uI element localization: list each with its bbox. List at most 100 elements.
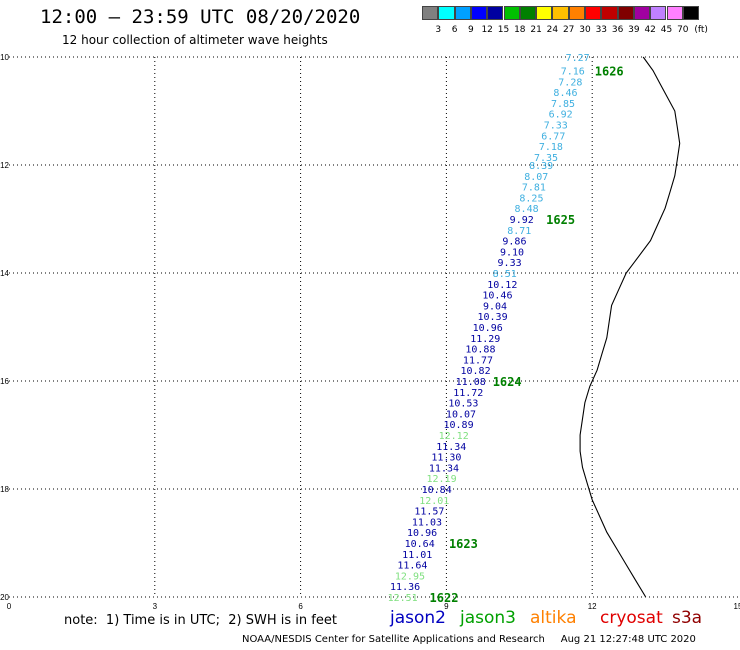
swh-value: 7.35 [534, 153, 558, 164]
coastline [579, 56, 681, 598]
map-title: 12:00 – 23:59 UTC 08/20/2020 [40, 6, 361, 28]
legend-label: 21 [530, 25, 542, 35]
swh-value: 11.77 [463, 355, 493, 366]
swh-value: 10.88 [465, 345, 495, 356]
swh-value: 10.96 [407, 528, 437, 539]
swh-value: 11.03 [412, 517, 442, 528]
swh-value: 11.01 [402, 550, 432, 561]
swh-value: 6.92 [549, 110, 573, 121]
swh-value: 7.27 [566, 53, 590, 64]
swh-value: 10.46 [482, 291, 512, 302]
legend-label: 3 [435, 25, 442, 35]
legend-label: 70 [677, 25, 689, 35]
lat-label: 16 [0, 377, 9, 386]
swh-value: 7.16 [561, 67, 585, 78]
swh-value: 9.92 [510, 215, 534, 226]
lon-label: 12 [588, 602, 597, 611]
legend-swatch [650, 6, 667, 20]
legend-swatch [519, 6, 537, 20]
legend-swatch [585, 6, 602, 20]
swh-value: 10.82 [461, 366, 491, 377]
legend-swatch [536, 6, 553, 20]
legend-label: 39 [628, 25, 640, 35]
pass-number: 1622 [430, 591, 459, 605]
footer-note: note: 1) Time is in UTC; 2) SWH is in fe… [64, 613, 337, 628]
legend-swatch [682, 6, 700, 20]
lat-label: 12 [0, 161, 9, 170]
pass-number: 1623 [449, 537, 478, 551]
legend-label: 15 [497, 25, 510, 35]
legend-label: 33 [595, 25, 608, 35]
satellite-altika: altika [530, 608, 577, 628]
swh-value: 9.04 [483, 301, 507, 312]
swh-value: 11.34 [429, 463, 459, 474]
swh-value: 12.51 [388, 593, 418, 604]
satellite-cryosat: cryosat [600, 608, 663, 628]
lat-label: 10 [0, 53, 9, 62]
legend-label: (ft) [694, 25, 708, 35]
legend-swatch [503, 6, 520, 20]
legend-swatch [487, 6, 504, 20]
swh-value: 10.53 [448, 399, 478, 410]
swh-value: 10.12 [487, 280, 517, 291]
legend-label: 36 [611, 25, 624, 35]
legend-label: 6 [451, 25, 458, 35]
pass-number: 1625 [546, 213, 575, 227]
swh-value: 7.81 [522, 183, 546, 194]
swh-value: 11.36 [390, 582, 420, 593]
swh-value: 7.33 [544, 121, 568, 132]
legend-swatch [666, 6, 683, 20]
legend-label: 24 [546, 25, 559, 35]
swh-value: 6.77 [541, 131, 565, 142]
legend-swatch [617, 6, 634, 20]
swh-value: 8.25 [519, 193, 543, 204]
satellite-s3a: s3a [672, 608, 703, 628]
lon-label: 3 [153, 602, 158, 611]
swh-value: 11.08 [456, 377, 486, 388]
swh-value: 11.64 [397, 561, 427, 572]
pass-number: 1626 [595, 65, 624, 79]
swh-value: 8.39 [529, 161, 553, 172]
swh-value: 10.89 [443, 420, 473, 431]
swh-value: 12.19 [426, 474, 456, 485]
map-subtitle: 12 hour collection of altimeter wave hei… [62, 33, 328, 47]
lat-label: 20 [0, 593, 9, 602]
swh-value: 9.33 [498, 258, 522, 269]
swh-value: 11.29 [470, 334, 500, 345]
swh-value: 8.48 [515, 204, 539, 215]
legend-label: 12 [481, 25, 493, 35]
swh-value: 12.01 [419, 496, 449, 507]
legend-swatch [438, 6, 455, 20]
lon-label: 0 [7, 602, 12, 611]
legend-swatch [470, 6, 488, 20]
swh-value: 9.10 [500, 247, 524, 258]
swh-value: 12.95 [395, 571, 425, 582]
legend-swatch [568, 6, 585, 20]
swh-value: 8.46 [553, 88, 577, 99]
legend-label: 9 [468, 25, 474, 35]
swh-value: 10.96 [473, 323, 503, 334]
legend-label: 45 [660, 25, 673, 35]
swh-value: 7.28 [558, 77, 582, 88]
swh-value: 11.30 [431, 453, 461, 464]
swh-value: 10.39 [478, 312, 508, 323]
swh-value: 10.84 [422, 485, 452, 496]
legend-swatch [601, 6, 618, 20]
legend-label: 18 [514, 25, 526, 35]
swh-value: 11.34 [436, 442, 466, 453]
pass-number: 1624 [493, 375, 522, 389]
legend-swatch [454, 6, 471, 20]
legend-label: 30 [579, 25, 591, 35]
swh-value: 11.57 [414, 507, 444, 518]
swh-value: 7.85 [551, 99, 575, 110]
lon-label: 9 [444, 602, 449, 611]
legend-label: 27 [562, 25, 575, 35]
swh-value: 10.64 [405, 539, 435, 550]
satellite-jason2: jason2 [390, 608, 446, 628]
swh-value: 8.71 [507, 226, 531, 237]
lon-label: 6 [298, 602, 303, 611]
legend-swatch [633, 6, 651, 20]
swh-value: 12.12 [439, 431, 469, 442]
